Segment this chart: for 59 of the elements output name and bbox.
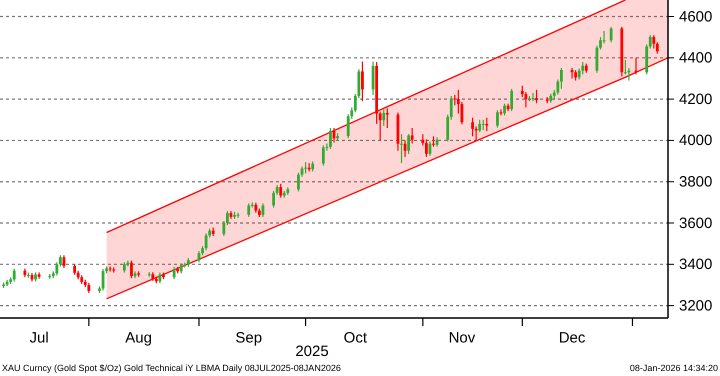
candlestick [148,272,151,278]
candlestick [73,263,76,276]
candlestick [428,140,432,157]
candlestick [247,202,250,218]
y-tick-label: 3200 [679,297,712,314]
candlestick [102,268,104,292]
candlestick [610,26,613,43]
candlestick [12,268,16,282]
candlestick [652,34,656,50]
candlestick [198,250,200,263]
candlestick [329,127,332,150]
candlestick [304,161,307,174]
candlestick [404,140,406,158]
candlestick [130,260,133,279]
y-tick-label: 3600 [679,214,712,232]
candlestick [180,262,183,274]
candlestick [407,134,410,154]
x-tick-label: Jul [29,330,49,347]
candlestick [332,127,336,144]
candlestick [311,160,314,172]
x-tick-label: Aug [125,330,152,347]
x-tick-label: Dec [558,330,586,347]
candlestick [570,67,574,80]
text: XAU Curncy (Gold Spot $/Oz) Gold Technical iY LBMA Daily 08JUL2025-08JAN2026 [2,363,341,373]
y-tick-label: 4400 [679,50,712,67]
candlestick [471,117,474,137]
y-tick-label: 4200 [679,90,712,108]
candlestick [436,136,438,148]
x-tick-label: Nov [448,330,476,347]
candlestick [482,119,485,131]
candlestick [503,103,506,116]
y-tick-label: 3800 [679,174,712,191]
x-tick-label: Sep [235,330,262,347]
y-tick-label: 4000 [679,132,712,150]
candlestick [453,94,456,106]
candlestick [62,254,66,269]
y-tick-label: 4600 [679,8,712,26]
y-tick-label: 3400 [679,256,712,274]
candlestick [574,70,578,82]
candlestick [546,96,549,104]
candlestick [262,202,264,218]
candlestick [432,136,435,148]
candlestick [204,232,208,251]
candlestick [372,60,374,96]
candlestick [34,272,37,282]
candlestick [496,110,499,128]
candlestick [535,89,538,104]
candlestick [158,272,162,284]
candlestick [602,30,606,44]
candlestick [87,282,90,294]
x-tick-label: Oct [344,330,368,347]
candlestick [122,262,126,274]
candlestick [48,273,52,280]
candlestick [400,134,403,164]
candlestick [361,60,364,102]
candlestick [410,127,414,144]
text: 08-Jan-2026 14:34:20 [630,363,718,373]
x-axis-title: 2025 [295,343,329,360]
candlestick [172,266,176,280]
